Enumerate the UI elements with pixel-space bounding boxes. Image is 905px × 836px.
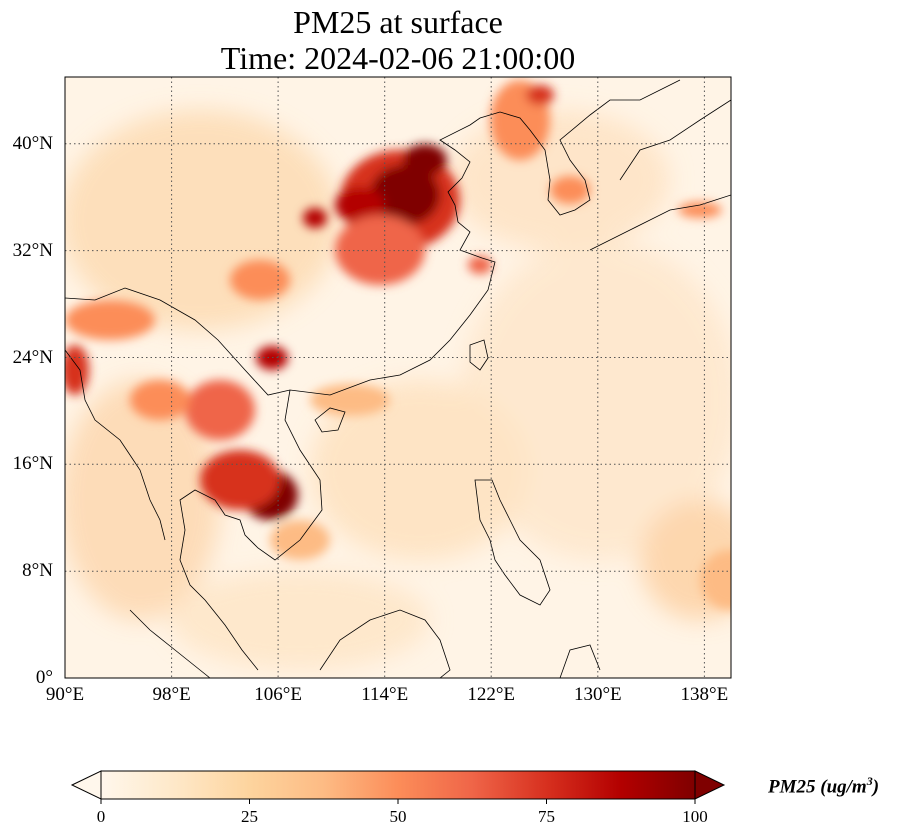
colorbar-tick-0: 0 — [96, 807, 106, 826]
lon-tick-90: 90°E — [45, 684, 85, 705]
lon-tick-138: 138°E — [680, 684, 729, 705]
colorbar-label-sup: 3 — [866, 774, 873, 788]
coastlines — [65, 79, 731, 678]
lat-tick-40n: 40°N — [12, 132, 53, 154]
colorbar-tick-75: 75 — [538, 807, 555, 826]
lon-tick-114: 114°E — [361, 684, 409, 705]
colorbar-tick-25: 25 — [241, 807, 258, 826]
gridlines — [65, 77, 731, 678]
pm25-hotspots — [65, 80, 731, 610]
colorbar-label-close: ) — [872, 776, 880, 798]
lat-tick-16n: 16°N — [12, 453, 53, 475]
colorbar-tick-100: 100 — [682, 807, 708, 826]
lon-tick-98: 98°E — [152, 684, 191, 705]
map-frame — [64, 76, 732, 679]
colorbar-body — [100, 770, 696, 800]
lat-tick-8n: 8°N — [22, 560, 53, 582]
lon-tick-122: 122°E — [467, 684, 516, 705]
lon-tick-106: 106°E — [254, 684, 302, 705]
colorbar-tick-50: 50 — [389, 807, 407, 826]
colorbar-label: PM25 (ug/m3) — [768, 774, 879, 798]
lon-tick-130: 130°E — [573, 684, 622, 705]
colorbar-extend-low — [70, 770, 102, 800]
lat-tick-0: 0° — [35, 667, 53, 688]
lat-tick-24n: 24°N — [12, 346, 53, 368]
colorbar-label-main: PM25 (ug/m — [768, 776, 867, 798]
colorbar-extend-high — [694, 770, 726, 800]
lat-tick-32n: 32°N — [12, 239, 53, 261]
map-title-line1: PM25 at surface — [293, 4, 503, 40]
map-title-line2: Time: 2024-02-06 21:00:00 — [220, 40, 576, 76]
